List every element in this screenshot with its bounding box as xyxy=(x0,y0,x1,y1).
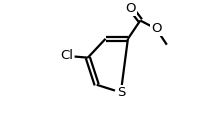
Text: S: S xyxy=(117,86,125,99)
Text: O: O xyxy=(126,2,136,15)
Text: Cl: Cl xyxy=(60,49,73,62)
Text: O: O xyxy=(151,22,162,35)
